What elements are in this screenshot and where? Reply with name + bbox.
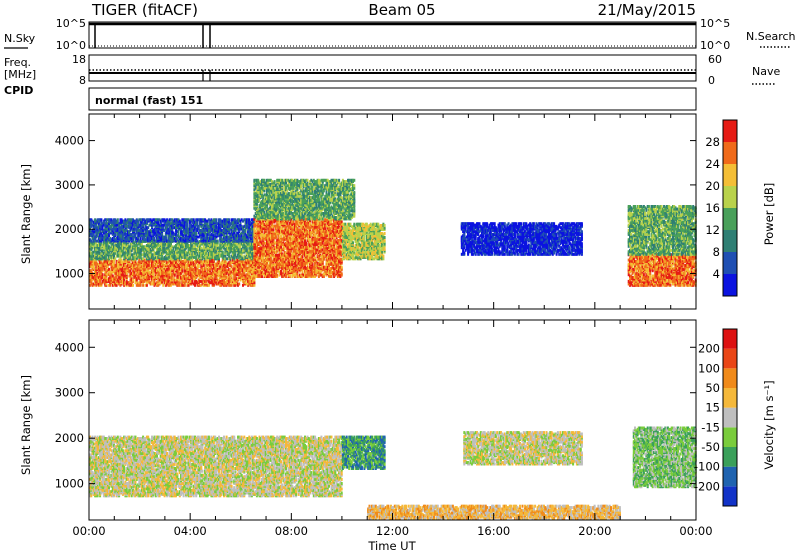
freq-tick-bottom: 8	[79, 74, 86, 87]
power-cell	[147, 226, 149, 229]
power-cell	[245, 230, 247, 233]
power-cell	[146, 284, 148, 287]
power-cell	[165, 236, 167, 239]
power-cell	[238, 283, 240, 286]
power-cell	[130, 257, 132, 260]
nave-tick-top: 60	[708, 53, 722, 66]
power-cell	[179, 281, 181, 284]
power-cell	[97, 240, 99, 243]
freq-strip-frame	[89, 55, 696, 81]
power-cell	[200, 247, 202, 250]
power-cell	[114, 252, 116, 255]
power-cell	[247, 238, 249, 241]
power-cell	[130, 269, 132, 272]
power-cell	[142, 284, 144, 287]
power-cell	[154, 280, 156, 283]
power-cell	[253, 281, 255, 284]
noise-tick-right-bottom: 10^0	[700, 39, 730, 52]
power-cell	[270, 256, 272, 259]
power-cell	[248, 218, 250, 221]
power-cell	[229, 268, 231, 271]
power-cell	[203, 264, 205, 267]
power-cell	[112, 275, 114, 278]
power-cell	[228, 218, 230, 221]
power-cell	[108, 268, 110, 271]
power-cell	[152, 273, 154, 276]
power-cell	[231, 275, 233, 278]
power-cell	[195, 257, 197, 260]
power-cell	[276, 274, 278, 277]
power-cell	[184, 284, 186, 287]
power-cell	[228, 253, 230, 256]
cpid-value: normal (fast) 151	[95, 94, 203, 107]
power-cell	[246, 248, 248, 251]
noise-tick-left-top: 10^5	[56, 17, 86, 30]
power-cell	[132, 279, 134, 282]
nave-tick-bottom: 0	[708, 74, 715, 87]
power-cell	[140, 283, 142, 286]
power-cell	[178, 232, 180, 235]
power-cell	[216, 218, 218, 221]
power-cell	[162, 284, 164, 287]
beam-title: Beam 05	[368, 1, 435, 19]
power-band-3	[253, 218, 342, 278]
power-cell	[181, 269, 183, 272]
power-cell	[114, 257, 116, 260]
power-cell	[272, 228, 274, 231]
nave-label: Nave	[752, 65, 780, 78]
radar-title: TIGER (fitACF)	[91, 1, 198, 19]
power-cell	[197, 240, 199, 243]
power-cell	[243, 272, 245, 275]
power-cell	[186, 225, 188, 228]
power-cell	[102, 273, 104, 276]
power-cell	[280, 235, 282, 238]
noise-tick-left-bottom: 10^0	[56, 39, 86, 52]
power-cell	[154, 237, 156, 240]
power-cell	[231, 265, 233, 268]
power-cell	[109, 284, 111, 287]
power-cell	[234, 253, 236, 256]
power-cell	[275, 235, 277, 238]
nsky-label: N.Sky	[4, 32, 36, 45]
power-cell	[261, 275, 263, 278]
power-cell	[221, 236, 223, 239]
power-cell	[194, 264, 196, 267]
cpid-label: CPID	[4, 84, 33, 97]
power-cell	[132, 284, 134, 287]
power-cell	[93, 265, 95, 268]
power-cell	[93, 233, 95, 236]
power-cell	[217, 244, 219, 247]
power-cell	[100, 218, 102, 221]
power-cell	[186, 222, 188, 225]
power-cell	[195, 232, 197, 235]
power-cell	[280, 246, 282, 249]
power-cell	[90, 240, 92, 243]
power-cell	[141, 243, 143, 246]
freq-tick-top: 18	[72, 53, 86, 66]
nsearch-label: N.Search	[746, 30, 796, 43]
power-cell	[142, 257, 144, 260]
power-cell	[217, 240, 219, 243]
date-title: 21/May/2015	[598, 1, 696, 19]
power-cell	[198, 265, 200, 268]
noise-strip-frame	[89, 22, 696, 48]
power-cell	[122, 249, 124, 252]
power-cell	[255, 230, 257, 233]
power-cell	[117, 218, 119, 221]
power-cell	[241, 253, 243, 256]
noise-tick-right-top: 10^5	[700, 17, 730, 30]
power-cell	[280, 270, 282, 273]
power-cell	[105, 283, 107, 286]
power-cell	[222, 251, 224, 254]
power-cell	[179, 220, 181, 223]
power-cell	[193, 218, 195, 221]
freq-label-2: [MHz]	[4, 68, 36, 81]
power-cell	[138, 259, 140, 262]
power-cell	[194, 284, 196, 287]
power-cell	[132, 238, 134, 241]
